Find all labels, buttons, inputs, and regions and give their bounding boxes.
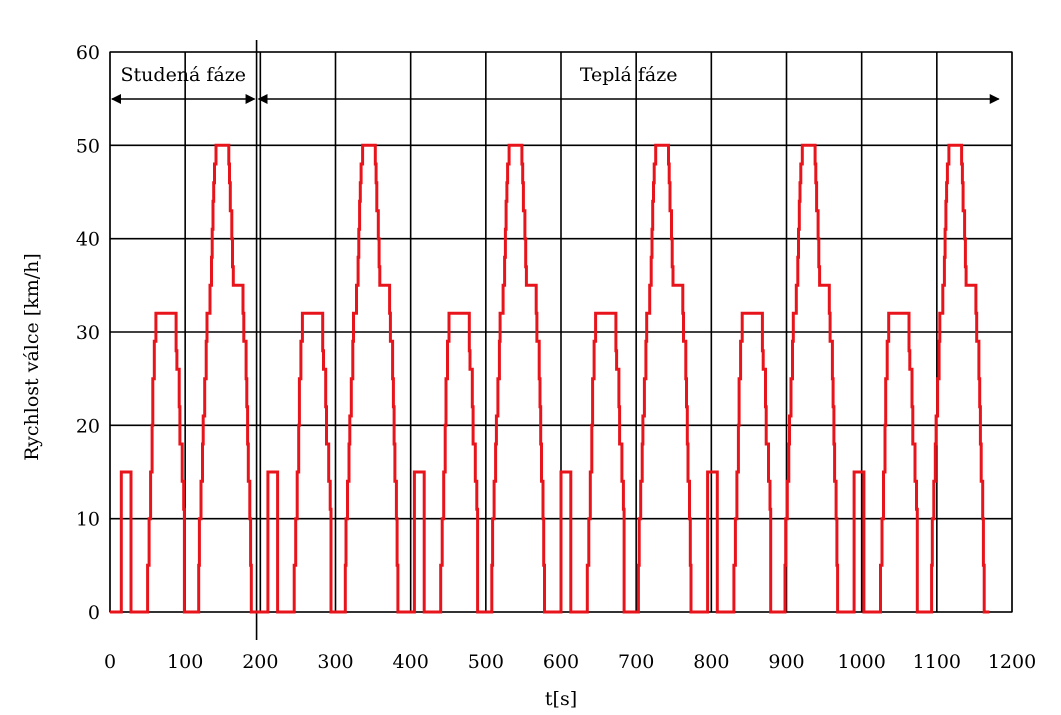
y-tick-label: 20 — [76, 415, 100, 437]
x-tick-label: 0 — [104, 651, 116, 673]
x-tick-label: 300 — [317, 651, 353, 673]
phase-annotations: Studená fáze Teplá fáze — [111, 40, 1000, 640]
x-tick-label: 1000 — [837, 651, 885, 673]
tick-labels: 0 100 200 300 400 500 600 700 800 900 1000 1100 1200… — [76, 42, 1036, 673]
x-tick-label: 700 — [618, 651, 654, 673]
y-tick-label: 0 — [88, 602, 100, 624]
x-axis-title: t[s] — [545, 688, 577, 710]
x-tick-label: 200 — [242, 651, 278, 673]
x-tick-label: 1100 — [913, 651, 961, 673]
phase-label: Teplá fáze — [580, 64, 678, 86]
y-tick-label: 50 — [76, 135, 100, 157]
x-tick-label: 100 — [167, 651, 203, 673]
x-tick-label: 1200 — [988, 651, 1036, 673]
x-tick-label: 900 — [768, 651, 804, 673]
y-tick-label: 30 — [76, 322, 100, 344]
x-tick-label: 800 — [693, 651, 729, 673]
y-tick-label: 10 — [76, 509, 100, 531]
y-tick-label: 40 — [76, 229, 100, 251]
x-tick-label: 600 — [543, 651, 579, 673]
x-tick-label: 400 — [393, 651, 429, 673]
y-axis-title: Rychlost válce [km/h] — [21, 253, 43, 461]
speed-trace-line — [110, 143, 990, 614]
y-tick-label: 60 — [76, 42, 100, 64]
x-tick-label: 500 — [468, 651, 504, 673]
phase-label: Studená fáze — [121, 64, 247, 86]
speed-series — [110, 143, 990, 614]
